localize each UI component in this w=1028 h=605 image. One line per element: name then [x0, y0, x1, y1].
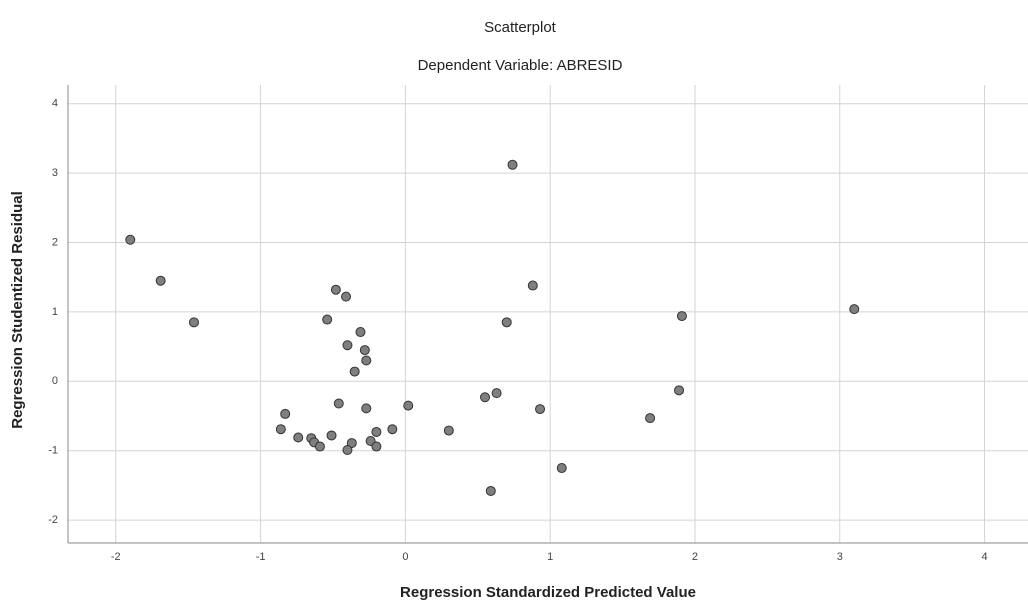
point: [492, 389, 501, 398]
point: [294, 433, 303, 442]
point: [156, 276, 165, 285]
x-tick-label: -2: [111, 551, 121, 563]
x-tick-label: 4: [981, 551, 987, 563]
y-tick-label: 0: [52, 375, 58, 387]
point: [675, 386, 684, 395]
point: [486, 486, 495, 495]
point: [388, 425, 397, 434]
point: [334, 399, 343, 408]
point: [331, 285, 340, 294]
point: [850, 305, 859, 314]
point: [502, 318, 511, 327]
point: [481, 393, 490, 402]
point: [356, 328, 365, 337]
y-tick-label: 1: [52, 306, 58, 318]
chart-subtitle: Dependent Variable: ABRESID: [418, 57, 623, 74]
chart: Scatterplot Dependent Variable: ABRESID …: [0, 0, 1028, 605]
chart-title: Scatterplot: [484, 19, 557, 36]
point: [276, 425, 285, 434]
point: [126, 235, 135, 244]
point: [404, 401, 413, 410]
point: [646, 414, 655, 423]
x-tick-label: 2: [692, 551, 698, 563]
point: [342, 292, 351, 301]
point: [362, 356, 371, 365]
point: [677, 312, 686, 321]
y-tick-label: -2: [48, 514, 58, 526]
point: [343, 341, 352, 350]
point: [528, 281, 537, 290]
point: [557, 464, 566, 473]
point: [189, 318, 198, 327]
y-tick-label: -1: [48, 445, 58, 457]
x-axis-label: Regression Standardized Predicted Value: [400, 584, 696, 601]
y-tick-label: 3: [52, 167, 58, 179]
point: [327, 431, 336, 440]
x-tick-label: -1: [256, 551, 266, 563]
y-tick-label: 2: [52, 236, 58, 248]
y-axis-label: Regression Studentized Residual: [9, 191, 26, 429]
x-tick-label: 1: [547, 551, 553, 563]
y-tick-label: 4: [52, 98, 58, 110]
point: [508, 160, 517, 169]
point: [444, 426, 453, 435]
point: [281, 409, 290, 418]
point: [315, 442, 324, 451]
point: [362, 404, 371, 413]
point: [360, 346, 369, 355]
point: [343, 446, 352, 455]
point: [536, 405, 545, 414]
point: [372, 427, 381, 436]
point: [372, 442, 381, 451]
x-tick-label: 3: [837, 551, 843, 563]
x-tick-label: 0: [402, 551, 408, 563]
point: [323, 315, 332, 324]
point: [350, 367, 359, 376]
